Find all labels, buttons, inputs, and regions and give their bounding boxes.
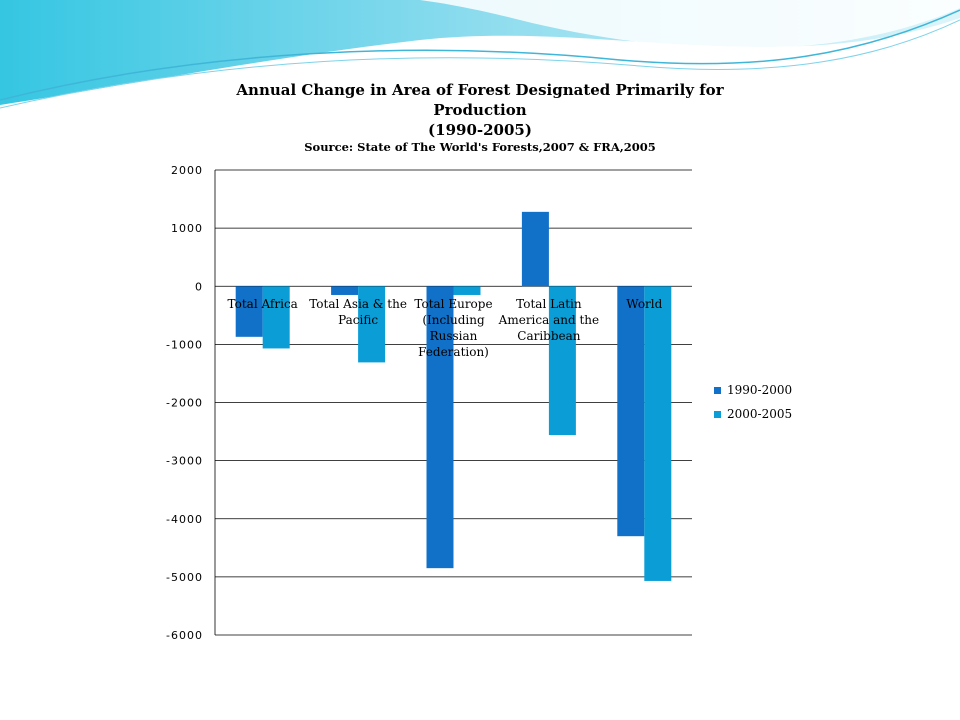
y-tick-label: -6000 [166, 629, 203, 642]
bar-1990-2000-4 [617, 286, 645, 537]
y-tick-label: -1000 [166, 338, 203, 351]
legend-label: 1990-2000 [727, 383, 792, 397]
y-tick-label: 2000 [171, 164, 203, 177]
wave-line-1 [0, 9, 960, 101]
chart-title-line-3: (1990-2005) [428, 121, 532, 139]
category-label: (Including [422, 313, 485, 327]
chart-title-line-1: Annual Change in Area of Forest Designat… [235, 81, 724, 99]
bar-2000-2005-0 [262, 286, 290, 349]
category-label: Total Europe [414, 297, 492, 311]
bar-2000-2005-2 [453, 286, 481, 295]
wave-line-2 [0, 19, 960, 109]
y-tick-label: -5000 [166, 571, 203, 584]
slide-wave-background [0, 0, 960, 109]
wave-highlight [420, 0, 960, 49]
chart-title-line-2: Production [433, 101, 526, 119]
legend: 1990-2000 2000-2005 [714, 383, 792, 421]
bar-2000-2005-4 [644, 286, 672, 581]
bar-1990-2000-3 [521, 211, 549, 287]
bar-1990-2000-2 [426, 286, 454, 569]
bar-1990-2000-0 [235, 286, 263, 337]
bar-1990-2000-1 [331, 286, 359, 295]
category-label: Pacific [338, 313, 378, 327]
y-axis-tick-labels: 2000 1000 0 -1000 -2000 -3000 -4000 -5000 -6000 [166, 164, 203, 642]
chart-subtitle: Source: State of The World's Forests,200… [304, 140, 656, 154]
category-label: Total Asia & the [309, 297, 407, 311]
y-tick-label: 0 [195, 280, 203, 293]
legend-swatch-1990-2000 [714, 387, 721, 394]
y-tick-label: -2000 [166, 397, 203, 410]
bar-2000-2005-1 [358, 286, 386, 363]
bar-2000-2005-3 [548, 286, 576, 436]
gridlines [214, 169, 692, 636]
bars [235, 211, 672, 581]
y-tick-label: 1000 [171, 222, 203, 235]
category-label: Russian [430, 329, 478, 343]
category-label: Federation) [418, 345, 489, 359]
category-labels: Total Africa Total Asia & the Pacific Total… [228, 297, 663, 359]
category-label: Total Africa [228, 297, 298, 311]
category-label: America and the [498, 313, 599, 327]
category-label: Total Latin [516, 297, 582, 311]
y-tick-label: -3000 [166, 455, 203, 468]
category-label: World [626, 297, 662, 311]
legend-swatch-2000-2005 [714, 411, 721, 418]
y-tick-label: -4000 [166, 513, 203, 526]
chart-title: Annual Change in Area of Forest Designat… [235, 81, 724, 154]
legend-label: 2000-2005 [727, 407, 792, 421]
category-label: Caribbean [517, 329, 581, 343]
